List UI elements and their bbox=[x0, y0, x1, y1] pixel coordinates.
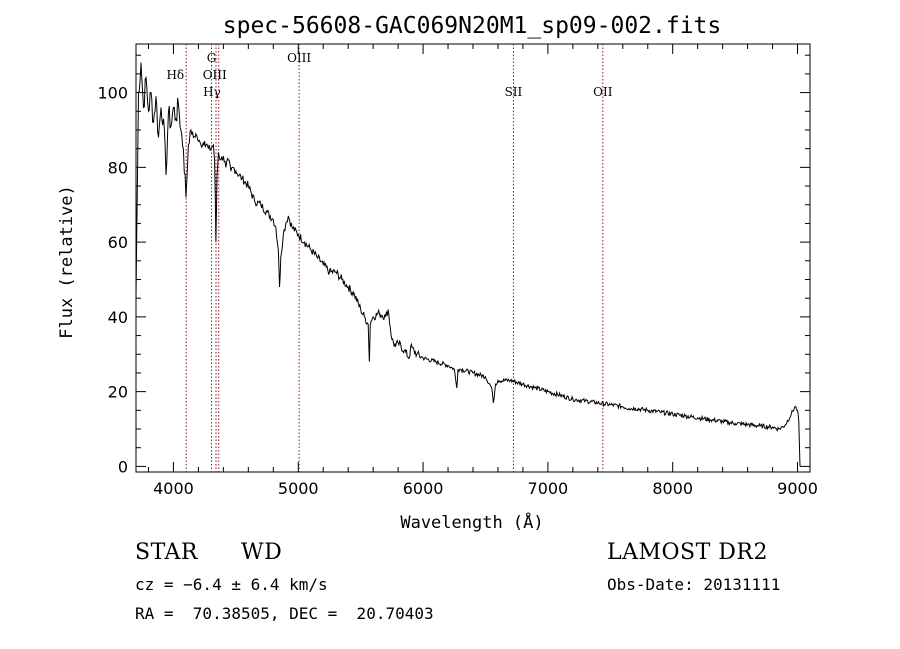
line-marker-label: OIII bbox=[203, 68, 227, 82]
x-tick-label: 4000 bbox=[153, 479, 194, 498]
line-marker-label: OII bbox=[593, 85, 613, 99]
y-tick-label: 40 bbox=[108, 308, 128, 327]
x-tick-label: 8000 bbox=[652, 479, 693, 498]
x-tick-label: 7000 bbox=[528, 479, 569, 498]
y-tick-label: 20 bbox=[108, 383, 128, 402]
line-marker-label: G bbox=[207, 51, 217, 65]
spectrum-line bbox=[135, 62, 801, 467]
y-tick-label: 0 bbox=[118, 457, 128, 476]
x-tick-label: 9000 bbox=[777, 479, 818, 498]
coordinates-text: RA = 70.38505, DEC = 20.70403 bbox=[135, 604, 434, 623]
redshift-text: cz = −6.4 ± 6.4 km/s bbox=[135, 575, 328, 594]
emission-line-markers: Hδ G Hγ OIII OIII SII OII bbox=[166, 44, 613, 472]
chart-title: spec-56608-GAC069N20M1_sp09-002.fits bbox=[223, 13, 722, 39]
y-axis-label: Flux (relative) bbox=[57, 185, 77, 339]
x-tick-label: 5000 bbox=[278, 479, 319, 498]
plot-frame bbox=[135, 43, 811, 473]
line-marker-label: SII bbox=[505, 85, 523, 99]
x-axis-label: Wavelength (Å) bbox=[400, 511, 543, 533]
line-marker-label: Hδ bbox=[166, 68, 184, 82]
x-tick-label: 6000 bbox=[403, 479, 444, 498]
axes: 4000 5000 6000 7000 8000 9000 0 20 40 60 80 100 bbox=[97, 44, 818, 498]
y-tick-label: 80 bbox=[108, 158, 128, 177]
survey-label: LAMOST DR2 bbox=[607, 540, 768, 565]
obs-date-text: Obs-Date: 20131111 bbox=[607, 575, 781, 594]
line-marker-label: OIII bbox=[287, 51, 311, 65]
y-tick-label: 60 bbox=[108, 233, 128, 252]
y-tick-label: 100 bbox=[97, 84, 128, 103]
object-subclass: WD bbox=[241, 540, 283, 565]
line-marker-label: Hγ bbox=[203, 85, 221, 99]
object-class: STAR bbox=[135, 540, 198, 565]
